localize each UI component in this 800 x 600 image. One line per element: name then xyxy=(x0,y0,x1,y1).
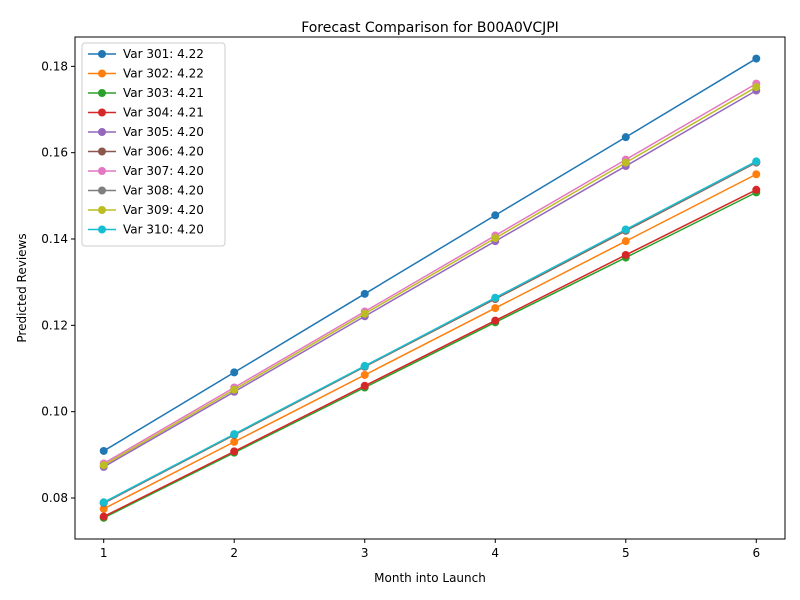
data-point xyxy=(99,446,108,455)
data-point xyxy=(230,385,239,394)
legend-label: Var 301: 4.22 xyxy=(123,47,204,61)
data-point xyxy=(230,430,239,439)
y-tick-label: 0.16 xyxy=(41,146,68,160)
data-point xyxy=(752,185,761,194)
chart-title: Forecast Comparison for B00A0VCJPI xyxy=(301,20,559,36)
data-point xyxy=(99,512,108,521)
data-point xyxy=(360,309,369,318)
series-line xyxy=(103,160,757,503)
data-point xyxy=(230,368,239,377)
data-point xyxy=(99,504,108,513)
x-tick-label: 2 xyxy=(230,546,238,560)
data-point xyxy=(752,157,761,166)
data-point xyxy=(491,304,500,313)
series-1 xyxy=(99,54,761,455)
data-point xyxy=(621,225,630,234)
x-tick-label: 5 xyxy=(622,546,630,560)
legend-item: Var 302: 4.22 xyxy=(88,67,204,81)
data-point xyxy=(621,133,630,142)
x-tick-label: 4 xyxy=(491,546,499,560)
legend-label: Var 303: 4.21 xyxy=(123,86,204,100)
data-point xyxy=(99,461,108,470)
legend-swatch-marker xyxy=(98,147,106,156)
data-point xyxy=(360,381,369,390)
legend-swatch-marker xyxy=(98,69,106,78)
plot-area xyxy=(99,54,761,522)
legend-swatch-marker xyxy=(98,50,106,58)
data-point xyxy=(491,293,500,302)
series-10 xyxy=(99,157,761,507)
legend-label: Var 310: 4.20 xyxy=(123,223,204,237)
plot-frame xyxy=(74,36,786,540)
data-point xyxy=(230,447,239,456)
data-point xyxy=(491,234,500,243)
legend-swatch-marker xyxy=(98,167,106,175)
y-tick-label: 0.12 xyxy=(41,318,68,332)
data-point xyxy=(752,170,761,179)
data-point xyxy=(99,498,108,507)
legend-label: Var 308: 4.20 xyxy=(123,184,204,198)
y-axis: 0.08 0.10 0.12 0.14 0.16 0.18 xyxy=(41,59,75,505)
series-line xyxy=(103,191,757,519)
data-point xyxy=(752,83,761,92)
series-line xyxy=(103,57,757,452)
legend-item: Var 303: 4.21 xyxy=(88,86,204,100)
legend-swatch-marker xyxy=(98,206,106,214)
y-tick-label: 0.08 xyxy=(41,491,68,505)
y-axis-label: Predicted Reviews xyxy=(15,233,29,342)
data-point xyxy=(491,211,500,220)
series-line xyxy=(103,82,757,465)
data-point xyxy=(491,316,500,325)
x-tick-label: 1 xyxy=(100,546,108,560)
legend-item: Var 306: 4.20 xyxy=(88,145,204,159)
legend-swatch-marker xyxy=(98,128,106,136)
legend-label: Var 306: 4.20 xyxy=(123,145,204,159)
data-point xyxy=(621,237,630,246)
legend-item: Var 301: 4.22 xyxy=(88,47,204,61)
legend-box xyxy=(81,42,226,247)
legend-item: Var 304: 4.21 xyxy=(88,106,204,120)
series-4 xyxy=(99,185,761,521)
series-line xyxy=(103,89,757,468)
legend-label: Var 307: 4.20 xyxy=(123,164,204,178)
data-point xyxy=(230,437,239,446)
series-2 xyxy=(99,170,761,513)
data-point xyxy=(752,54,761,63)
legend-label: Var 302: 4.22 xyxy=(123,67,204,81)
legend-item: Var 305: 4.20 xyxy=(88,125,204,139)
legend-swatch-marker xyxy=(98,225,106,234)
legend: Var 301: 4.22 Var 302: 4.22 Var 303: 4.21 V… xyxy=(81,42,226,247)
series-9 xyxy=(99,83,761,470)
data-point xyxy=(360,361,369,370)
series-line xyxy=(103,189,757,518)
series-line xyxy=(103,173,757,510)
y-tick-label: 0.10 xyxy=(41,405,68,419)
legend-swatch-marker xyxy=(98,89,106,97)
x-tick-label: 6 xyxy=(752,546,760,560)
y-tick-label: 0.18 xyxy=(41,59,68,73)
x-tick-label: 3 xyxy=(361,546,369,560)
legend-item: Var 308: 4.20 xyxy=(88,184,204,198)
data-point xyxy=(360,289,369,298)
data-point xyxy=(621,158,630,167)
legend-item: Var 310: 4.20 xyxy=(88,223,204,237)
x-axis-label: Month into Launch xyxy=(374,571,486,585)
legend-item: Var 307: 4.20 xyxy=(88,164,204,178)
legend-item: Var 309: 4.20 xyxy=(88,203,204,217)
y-tick-label: 0.14 xyxy=(41,232,68,246)
series-line xyxy=(103,86,757,466)
legend-label: Var 304: 4.21 xyxy=(123,106,204,120)
legend-label: Var 305: 4.20 xyxy=(123,125,204,139)
data-point xyxy=(621,250,630,259)
data-point xyxy=(360,370,369,379)
legend-swatch-marker xyxy=(98,108,106,117)
legend-label: Var 309: 4.20 xyxy=(123,203,204,217)
legend-swatch-marker xyxy=(98,186,106,195)
x-axis: 1 2 3 4 5 6 xyxy=(100,539,760,560)
